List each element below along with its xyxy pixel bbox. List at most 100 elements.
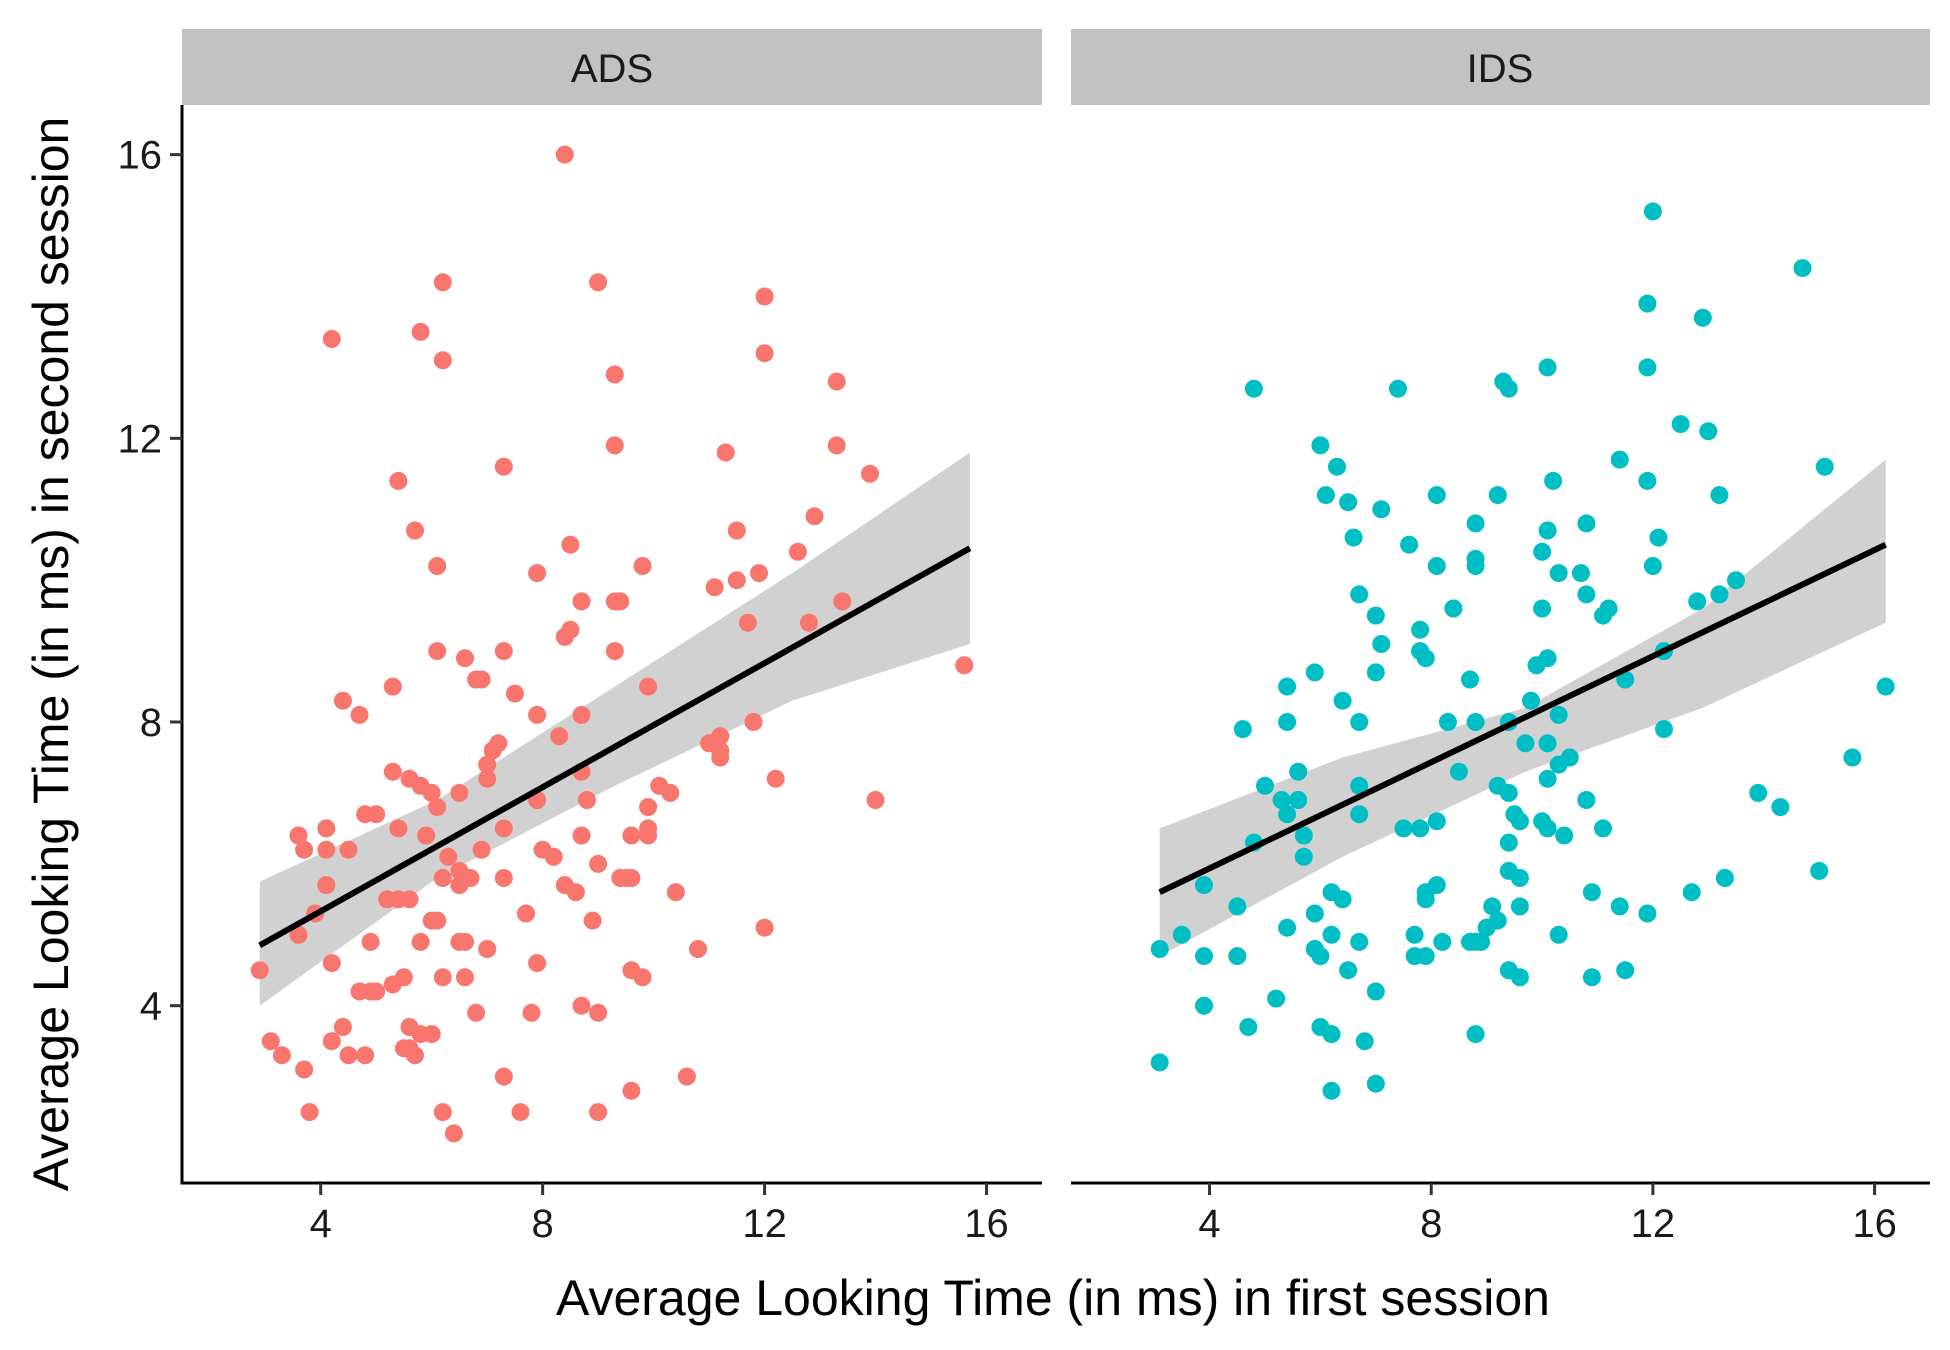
data-point xyxy=(1372,635,1391,653)
data-point xyxy=(406,1046,424,1065)
data-point xyxy=(1267,989,1286,1008)
data-point xyxy=(1350,932,1369,951)
data-point xyxy=(800,613,818,632)
data-point xyxy=(861,464,879,483)
data-point xyxy=(322,954,341,973)
data-point xyxy=(622,869,641,887)
data-point xyxy=(666,883,685,902)
data-point xyxy=(1289,762,1308,781)
data-point xyxy=(300,1103,319,1122)
data-point xyxy=(1688,592,1707,611)
data-point xyxy=(1538,769,1557,788)
data-point xyxy=(1699,422,1718,441)
data-point xyxy=(1466,514,1485,533)
data-point xyxy=(1649,528,1668,547)
data-point xyxy=(1278,713,1297,731)
data-point xyxy=(1577,791,1596,809)
data-point xyxy=(1350,805,1369,824)
data-point xyxy=(589,1003,608,1022)
data-point xyxy=(1195,876,1213,895)
data-point xyxy=(1538,819,1557,838)
data-point xyxy=(1610,897,1629,916)
data-point xyxy=(1582,968,1601,987)
y-axis-title: Average Looking Time (in ms) in second s… xyxy=(23,117,79,1192)
data-point xyxy=(1350,713,1369,731)
data-point xyxy=(572,705,591,724)
data-point xyxy=(689,940,707,958)
data-point xyxy=(1427,812,1446,831)
data-point xyxy=(788,542,807,561)
data-point xyxy=(517,904,535,923)
data-point xyxy=(1727,571,1745,590)
facet-panel-ads: ADS 4 8 12 16 xyxy=(182,29,1042,1246)
data-point xyxy=(261,1032,280,1051)
data-point xyxy=(456,932,474,951)
data-point xyxy=(1693,308,1712,327)
data-point xyxy=(1366,982,1385,1001)
data-point xyxy=(1400,535,1419,554)
data-point xyxy=(356,1046,375,1065)
data-point xyxy=(727,571,746,590)
data-point xyxy=(1510,968,1529,987)
data-point xyxy=(1411,819,1430,838)
data-point xyxy=(738,613,757,632)
data-point xyxy=(1610,450,1629,469)
data-point xyxy=(1366,1074,1385,1093)
data-point xyxy=(1533,542,1552,561)
data-point xyxy=(428,557,447,575)
data-point xyxy=(1793,259,1812,278)
data-point xyxy=(572,996,591,1015)
data-point xyxy=(439,847,458,866)
data-point xyxy=(827,372,846,391)
data-point xyxy=(1150,940,1169,958)
data-point xyxy=(1228,947,1247,966)
data-point xyxy=(589,854,608,873)
data-point xyxy=(478,755,497,774)
data-point xyxy=(1339,493,1358,512)
data-point xyxy=(1333,691,1352,710)
data-point xyxy=(1444,599,1463,618)
y-axis: 4 8 12 16 xyxy=(118,105,184,1185)
data-point xyxy=(400,890,419,909)
data-point xyxy=(605,642,624,661)
data-point xyxy=(1715,869,1734,887)
data-point xyxy=(1316,486,1335,505)
data-point xyxy=(1571,564,1590,583)
data-point xyxy=(1195,947,1213,966)
data-point xyxy=(1843,748,1862,767)
data-point xyxy=(1510,897,1529,916)
data-point xyxy=(755,344,774,363)
data-point xyxy=(1438,713,1457,731)
data-point xyxy=(633,557,652,575)
data-point xyxy=(494,1067,513,1086)
data-point xyxy=(1244,379,1263,398)
data-point xyxy=(522,1003,541,1022)
data-point xyxy=(622,826,641,845)
data-point xyxy=(561,535,580,554)
x-tick-label: 16 xyxy=(964,1202,1009,1246)
data-point xyxy=(389,471,408,490)
data-point xyxy=(1472,932,1491,951)
data-point xyxy=(727,521,746,540)
data-point xyxy=(605,436,624,455)
data-point xyxy=(1416,649,1435,668)
data-point xyxy=(555,627,574,646)
data-point xyxy=(478,769,497,788)
x-tick-label: 12 xyxy=(1631,1202,1676,1246)
data-point xyxy=(472,670,491,689)
data-point xyxy=(406,521,424,540)
data-point xyxy=(322,330,341,348)
data-point xyxy=(1322,1081,1341,1100)
data-point xyxy=(1599,599,1618,618)
facet-strip-label: IDS xyxy=(1467,47,1534,91)
data-point xyxy=(622,1081,641,1100)
data-point xyxy=(322,1032,341,1051)
data-point xyxy=(289,826,308,845)
data-point xyxy=(555,145,574,164)
data-point xyxy=(578,791,596,809)
data-point xyxy=(456,968,474,987)
data-point xyxy=(1466,713,1485,731)
data-point xyxy=(361,932,380,951)
data-point xyxy=(1594,819,1612,838)
regression-line xyxy=(258,545,972,949)
